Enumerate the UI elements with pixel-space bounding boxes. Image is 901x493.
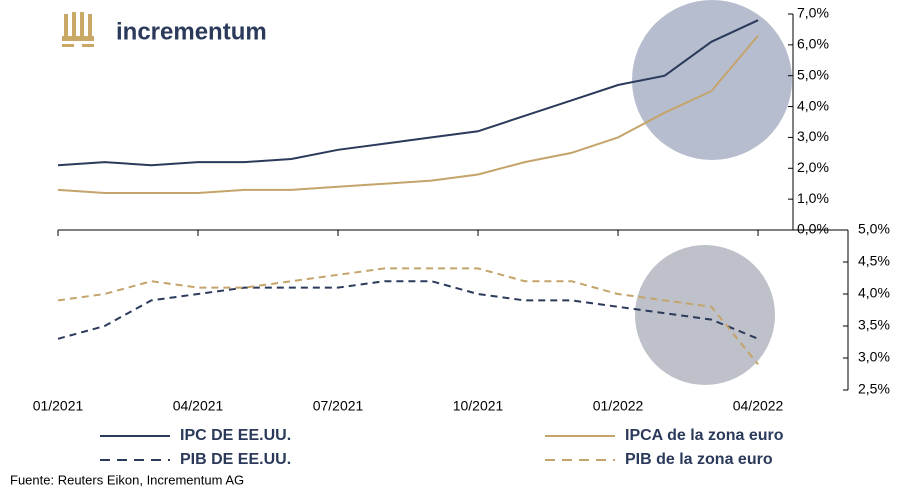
- y-tick-label: 3,0%: [858, 349, 890, 365]
- x-tick-label: 10/2021: [453, 398, 504, 414]
- wolf-image: [632, 0, 792, 160]
- x-tick-label: 01/2021: [33, 398, 84, 414]
- logo-icon: [62, 12, 94, 47]
- chart: incrementum Fuente: Reuters Eikon, Incre…: [0, 0, 901, 493]
- y-tick-label: 3,0%: [797, 128, 829, 144]
- legend-label: IPCA de la zona euro: [625, 427, 784, 444]
- y-tick-label: 5,0%: [797, 66, 829, 82]
- legend-label: IPC DE EE.UU.: [180, 427, 291, 444]
- y-tick-label: 3,5%: [858, 317, 890, 333]
- x-tick-label: 04/2021: [173, 398, 224, 414]
- logo-text: incrementum: [116, 18, 267, 45]
- y-tick-label: 4,5%: [858, 253, 890, 269]
- y-tick-label: 5,0%: [858, 221, 890, 237]
- x-tick-label: 04/2022: [733, 398, 784, 414]
- legend-label: PIB DE EE.UU.: [180, 451, 291, 468]
- legend-label: PIB de la zona euro: [625, 451, 773, 468]
- y-tick-label: 4,0%: [858, 285, 890, 301]
- x-tick-label: 07/2021: [313, 398, 364, 414]
- y-tick-label: 4,0%: [797, 97, 829, 113]
- y-tick-label: 0,0%: [797, 221, 829, 237]
- x-tick-label: 01/2022: [593, 398, 644, 414]
- source: Fuente: Reuters Eikon, Incrementum AG: [10, 472, 244, 487]
- y-tick-label: 2,5%: [858, 381, 890, 397]
- bear-image: [635, 245, 775, 385]
- y-tick-label: 7,0%: [797, 5, 829, 21]
- y-tick-label: 1,0%: [797, 190, 829, 206]
- y-tick-label: 2,0%: [797, 159, 829, 175]
- y-tick-label: 6,0%: [797, 36, 829, 52]
